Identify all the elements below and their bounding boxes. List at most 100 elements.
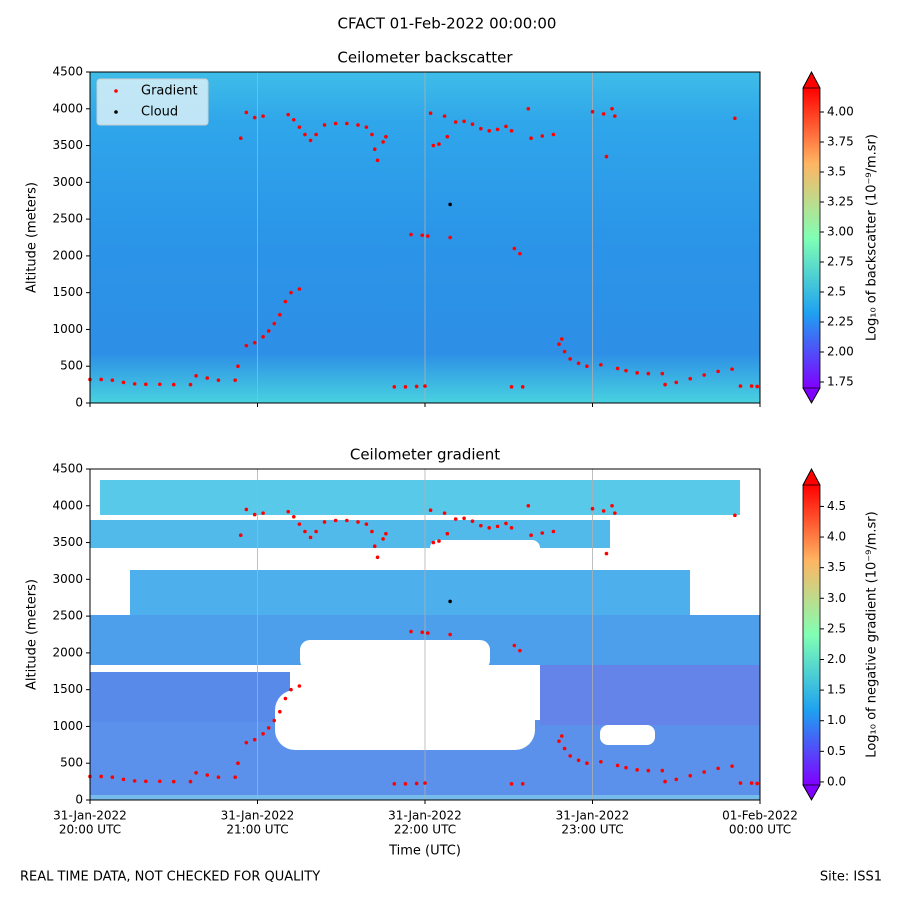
point xyxy=(635,371,639,375)
point xyxy=(194,770,198,775)
y-tick-label: 0 xyxy=(75,396,83,410)
colorbar-tick-label: 2.0 xyxy=(827,652,846,666)
colorbar-extend-top xyxy=(802,71,821,89)
point xyxy=(403,782,408,786)
plot-frame xyxy=(89,71,761,404)
point xyxy=(613,511,617,515)
y-tick-label: 2500 xyxy=(52,212,83,226)
colorbar-tick-label: 2.25 xyxy=(827,315,854,329)
point xyxy=(278,312,282,317)
point xyxy=(291,515,296,519)
point xyxy=(512,246,517,251)
x-tick-label: 31-Jan-2022 xyxy=(221,809,295,823)
point xyxy=(526,106,531,111)
colorbar-tick-label: 3.25 xyxy=(827,195,854,209)
point xyxy=(733,513,737,518)
y-tick-label: 4000 xyxy=(52,498,83,512)
point xyxy=(509,129,514,133)
point xyxy=(322,520,327,524)
legend-marker xyxy=(114,89,118,93)
point xyxy=(738,781,743,785)
point xyxy=(99,774,103,779)
point xyxy=(568,754,572,758)
point xyxy=(252,737,257,742)
point xyxy=(428,111,433,115)
point xyxy=(375,158,380,163)
point xyxy=(205,773,210,777)
point xyxy=(716,369,720,374)
panel-title: Ceilometer backscatter xyxy=(337,49,513,67)
point xyxy=(384,134,388,139)
point xyxy=(562,746,567,751)
x-tick-label: 00:00 UTC xyxy=(729,823,791,837)
y-tick-label: 3500 xyxy=(52,138,83,152)
colorbar-label: Log₁₀ of backscatter (10⁻⁹/m.sr) xyxy=(865,134,880,341)
point xyxy=(372,147,377,152)
point xyxy=(266,726,271,730)
point xyxy=(568,357,572,361)
point xyxy=(453,120,458,124)
point xyxy=(462,516,466,521)
point xyxy=(244,343,249,348)
point xyxy=(297,287,302,291)
y-tick-label: 1500 xyxy=(52,285,83,299)
point xyxy=(495,524,500,529)
legend-label: Gradient xyxy=(141,84,198,99)
point xyxy=(479,126,483,131)
point xyxy=(132,382,137,386)
point xyxy=(286,112,291,117)
point xyxy=(420,630,425,635)
point xyxy=(431,143,436,148)
point xyxy=(308,138,313,143)
point xyxy=(585,761,589,766)
y-tick-label: 0 xyxy=(75,793,83,807)
point xyxy=(423,781,427,785)
colorbar-frame xyxy=(802,468,821,801)
point xyxy=(333,518,338,523)
point xyxy=(590,506,595,511)
colorbar-tick-label: 2.5 xyxy=(827,621,846,635)
point xyxy=(194,373,198,378)
colorbar-tick-label: 2.5 xyxy=(827,285,846,299)
point xyxy=(624,368,628,373)
x-tick-label: 20:00 UTC xyxy=(59,823,121,837)
point xyxy=(283,696,288,701)
point xyxy=(529,533,533,537)
colorbar-extend-bottom xyxy=(802,784,821,801)
point xyxy=(604,551,609,556)
point xyxy=(604,154,609,159)
y-tick-label: 4000 xyxy=(52,101,83,115)
point xyxy=(205,376,210,380)
point xyxy=(372,544,377,549)
point xyxy=(437,142,441,146)
point xyxy=(121,380,126,385)
point xyxy=(512,643,517,648)
point xyxy=(272,321,277,326)
point xyxy=(749,781,754,785)
point xyxy=(420,233,425,238)
figure-title: CFACT 01-Feb-2022 00:00:00 xyxy=(338,15,557,33)
point xyxy=(442,511,447,515)
y-tick-label: 1000 xyxy=(52,322,83,336)
point xyxy=(236,761,240,766)
colorbar-tick-label: 4.00 xyxy=(827,105,854,119)
y-tick-label: 1000 xyxy=(52,719,83,733)
point xyxy=(755,781,760,786)
point xyxy=(297,684,302,688)
point xyxy=(663,382,667,387)
point xyxy=(437,539,441,543)
point xyxy=(110,378,115,382)
heatmap-holes xyxy=(110,540,655,750)
point xyxy=(297,125,302,129)
colorbar-extend-top xyxy=(802,468,821,486)
point xyxy=(674,380,679,385)
point xyxy=(364,522,369,526)
point xyxy=(576,758,581,763)
point xyxy=(392,782,397,786)
point xyxy=(470,122,475,127)
x-tick-label: 01-Feb-2022 xyxy=(722,809,798,823)
colorbar-tick-label: 3.5 xyxy=(827,560,846,574)
point xyxy=(261,732,265,736)
point xyxy=(297,522,302,526)
point xyxy=(384,531,388,536)
